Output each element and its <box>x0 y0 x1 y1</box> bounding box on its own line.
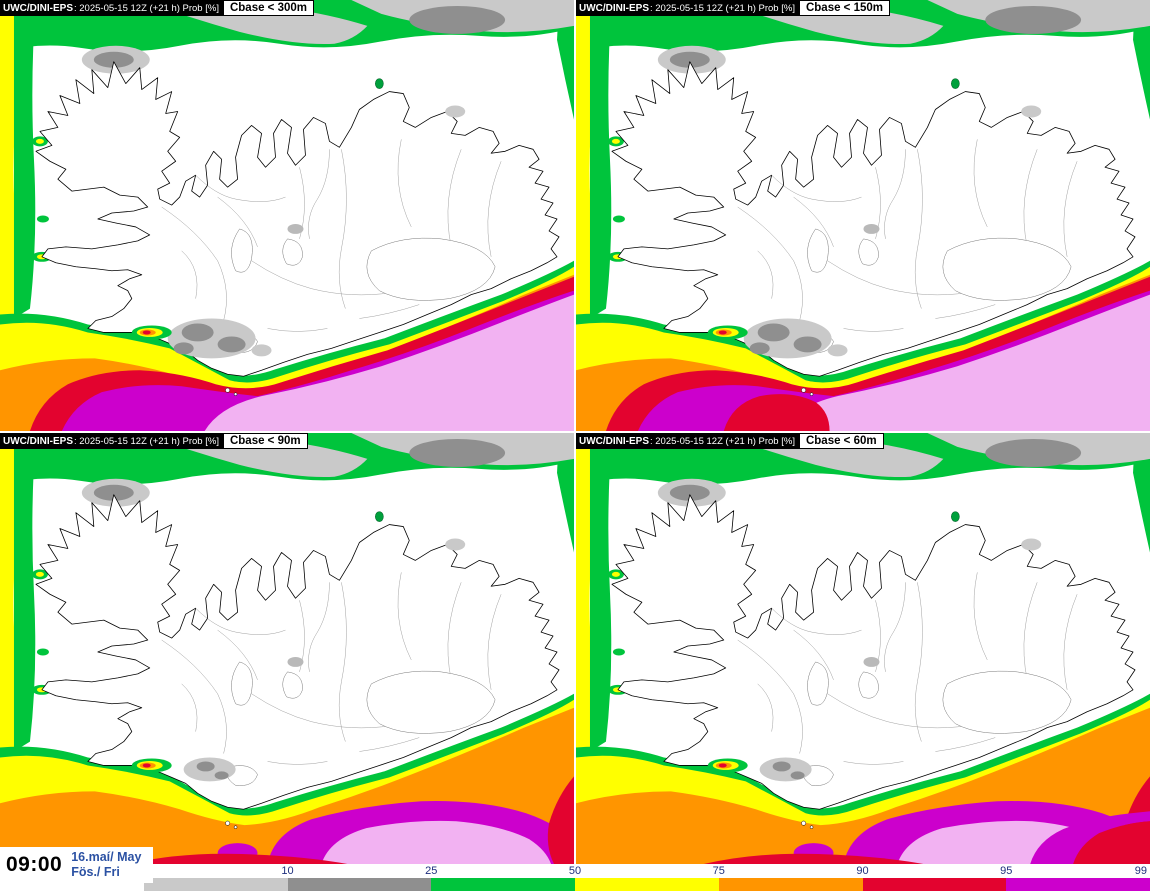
valid-date-line2: Fös./ Fri <box>71 865 120 879</box>
colorbar-tick-95: 95 <box>1000 865 1013 877</box>
iceland-probability-map-150m <box>576 0 1150 431</box>
model-name: UWC/DINI-EPS <box>579 2 649 14</box>
valid-time: 09:00 <box>6 853 63 876</box>
run-info: : 2025-05-15 12Z (+21 h) Prob [%] <box>74 2 219 14</box>
colorbar-segment-95-99 <box>1006 878 1150 891</box>
colorbar-tick-90: 90 <box>856 865 869 877</box>
colorbar-tick-50: 50 <box>568 865 582 877</box>
panel-threshold-label: Cbase < 300m <box>222 0 315 16</box>
colorbar-tick-10: 10 <box>281 865 294 877</box>
panel-model-run: UWC/DINI-EPS: 2025-05-15 12Z (+21 h) Pro… <box>0 0 223 16</box>
model-name: UWC/DINI-EPS <box>3 435 73 447</box>
forecast-panel-cbase-300m: UWC/DINI-EPS: 2025-05-15 12Z (+21 h) Pro… <box>0 0 574 431</box>
run-info: : 2025-05-15 12Z (+21 h) Prob [%] <box>650 2 795 14</box>
colorbar-segment-5-10 <box>143 878 288 891</box>
panel-titlebar: UWC/DINI-EPS: 2025-05-15 12Z (+21 h) Pro… <box>0 0 315 16</box>
colorbar <box>0 878 1150 891</box>
panel-model-run: UWC/DINI-EPS: 2025-05-15 12Z (+21 h) Pro… <box>0 433 223 449</box>
panel-model-run: UWC/DINI-EPS: 2025-05-15 12Z (+21 h) Pro… <box>576 0 799 16</box>
colorbar-ticks: 0510255075909599 <box>0 864 1150 878</box>
run-info: : 2025-05-15 12Z (+21 h) Prob [%] <box>650 435 795 447</box>
colorbar-segment-90-95 <box>862 878 1007 891</box>
panel-titlebar: UWC/DINI-EPS: 2025-05-15 12Z (+21 h) Pro… <box>0 433 308 449</box>
model-name: UWC/DINI-EPS <box>3 2 73 14</box>
panel-threshold-label: Cbase < 90m <box>222 433 308 449</box>
colorbar-segment-25-50 <box>431 878 575 891</box>
valid-time-box: 09:00 16.maí/ May Fös./ Fri <box>0 847 154 883</box>
panel-model-run: UWC/DINI-EPS: 2025-05-15 12Z (+21 h) Pro… <box>576 433 799 449</box>
iceland-probability-map-60m <box>576 433 1150 864</box>
forecast-panel-cbase-90m: UWC/DINI-EPS: 2025-05-15 12Z (+21 h) Pro… <box>0 433 574 864</box>
valid-date-line1: 16.maí/ May <box>71 850 142 864</box>
map-grid: UWC/DINI-EPS: 2025-05-15 12Z (+21 h) Pro… <box>0 0 1150 864</box>
colorbar-tick-75: 75 <box>712 865 725 877</box>
colorbar-tick-99: 99 <box>1134 865 1147 877</box>
forecast-panel-cbase-150m: UWC/DINI-EPS: 2025-05-15 12Z (+21 h) Pro… <box>576 0 1150 431</box>
probability-colorbar: 0510255075909599 <box>0 864 1150 891</box>
iceland-probability-map-90m <box>0 433 574 864</box>
colorbar-segment-75-90 <box>718 878 863 891</box>
panel-titlebar: UWC/DINI-EPS: 2025-05-15 12Z (+21 h) Pro… <box>576 0 891 16</box>
iceland-probability-map-300m <box>0 0 574 431</box>
panel-threshold-label: Cbase < 150m <box>798 0 891 16</box>
panel-titlebar: UWC/DINI-EPS: 2025-05-15 12Z (+21 h) Pro… <box>576 433 884 449</box>
run-info: : 2025-05-15 12Z (+21 h) Prob [%] <box>74 435 219 447</box>
colorbar-segment-10-25 <box>287 878 432 891</box>
colorbar-tick-25: 25 <box>425 865 438 877</box>
model-name: UWC/DINI-EPS <box>579 435 649 447</box>
panel-threshold-label: Cbase < 60m <box>798 433 884 449</box>
colorbar-segment-50-75 <box>575 878 719 891</box>
valid-date: 16.maí/ May Fös./ Fri <box>71 850 141 880</box>
forecast-panel-cbase-60m: UWC/DINI-EPS: 2025-05-15 12Z (+21 h) Pro… <box>576 433 1150 864</box>
